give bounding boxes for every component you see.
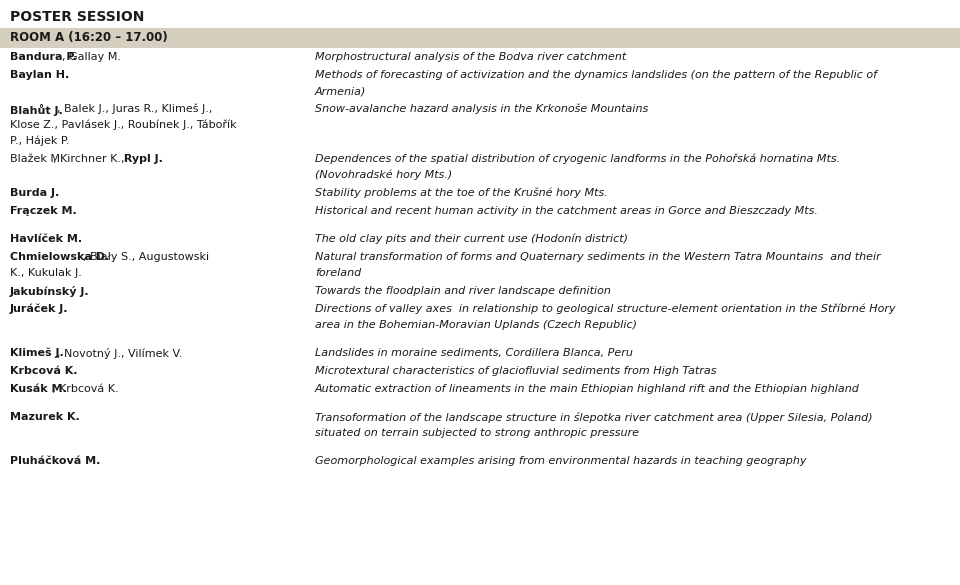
Text: Bandura P.: Bandura P. <box>10 52 77 62</box>
Text: area in the Bohemian-Moravian Uplands (Czech Republic): area in the Bohemian-Moravian Uplands (C… <box>315 320 637 330</box>
Text: Natural transformation of forms and Quaternary sediments in the Western Tatra Mo: Natural transformation of forms and Quat… <box>315 252 880 262</box>
Text: , Novotný J., Vilímek V.: , Novotný J., Vilímek V. <box>57 348 182 359</box>
Text: Armenia): Armenia) <box>315 86 367 96</box>
Text: Frączek M.: Frączek M. <box>10 206 77 216</box>
Text: (Novohradské hory Mts.): (Novohradské hory Mts.) <box>315 170 452 181</box>
Text: Geomorphological examples arising from environmental hazards in teaching geograp: Geomorphological examples arising from e… <box>315 456 806 466</box>
Text: Morphostructural analysis of the Bodva river catchment: Morphostructural analysis of the Bodva r… <box>315 52 626 62</box>
Text: , Krbcová K.: , Krbcová K. <box>52 384 118 394</box>
Text: Blahůt J.: Blahůt J. <box>10 104 62 116</box>
Text: Landslides in moraine sediments, Cordillera Blanca, Peru: Landslides in moraine sediments, Cordill… <box>315 348 633 358</box>
Text: Havlíček M.: Havlíček M. <box>10 234 83 244</box>
Text: Blažek M.: Blažek M. <box>10 154 63 164</box>
Text: Directions of valley axes  in relationship to geological structure-element orien: Directions of valley axes in relationshi… <box>315 304 896 315</box>
Text: Krbcová K.: Krbcová K. <box>10 366 78 376</box>
Text: Kusák M.: Kusák M. <box>10 384 67 394</box>
Text: Mazurek K.: Mazurek K. <box>10 412 80 422</box>
Text: Juráček J.: Juráček J. <box>10 304 68 315</box>
Bar <box>0 28 960 48</box>
Text: K., Kukulak J.: K., Kukulak J. <box>10 268 82 278</box>
Text: Towards the floodplain and river landscape definition: Towards the floodplain and river landsca… <box>315 286 611 296</box>
Text: POSTER SESSION: POSTER SESSION <box>10 10 144 24</box>
Text: Klose Z., Pavlásek J., Roubínek J., Tábořík: Klose Z., Pavlásek J., Roubínek J., Tábo… <box>10 120 236 130</box>
Text: Burda J.: Burda J. <box>10 188 60 198</box>
Text: Chmielowska D.: Chmielowska D. <box>10 252 109 262</box>
Text: Methods of forecasting of activization and the dynamics landslides (on the patte: Methods of forecasting of activization a… <box>315 70 877 80</box>
Text: , Balek J., Juras R., Klimeš J.,: , Balek J., Juras R., Klimeš J., <box>57 104 212 115</box>
Text: situated on terrain subjected to strong anthropic pressure: situated on terrain subjected to strong … <box>315 428 639 438</box>
Text: foreland: foreland <box>315 268 361 278</box>
Text: Snow-avalanche hazard analysis in the Krkonoše Mountains: Snow-avalanche hazard analysis in the Kr… <box>315 104 648 115</box>
Text: Dependences of the spatial distribution of cryogenic landforms in the Pohořská h: Dependences of the spatial distribution … <box>315 154 840 164</box>
Text: ROOM A (16:20 – 17.00): ROOM A (16:20 – 17.00) <box>10 32 168 44</box>
Text: , Biały S., Augustowski: , Biały S., Augustowski <box>83 252 209 262</box>
Text: Stability problems at the toe of the Krušné hory Mts.: Stability problems at the toe of the Kru… <box>315 188 608 198</box>
Text: Microtextural characteristics of glaciofluvial sediments from High Tatras: Microtextural characteristics of glaciof… <box>315 366 716 376</box>
Text: Historical and recent human activity in the catchment areas in Gorce and Bieszcz: Historical and recent human activity in … <box>315 206 818 216</box>
Text: Jakubínský J.: Jakubínský J. <box>10 286 89 297</box>
Text: P., Hájek P.: P., Hájek P. <box>10 136 69 146</box>
Text: Transoformation of the landscape structure in ślepotka river catchment area (Upp: Transoformation of the landscape structu… <box>315 412 873 423</box>
Text: , Kirchner K.,: , Kirchner K., <box>53 154 125 164</box>
Text: , Gallay M.: , Gallay M. <box>62 52 121 62</box>
Text: Klimeš J.: Klimeš J. <box>10 348 63 359</box>
Text: The old clay pits and their current use (Hodonín district): The old clay pits and their current use … <box>315 234 628 245</box>
Text: Pluháčková M.: Pluháčková M. <box>10 456 101 466</box>
Text: Baylan H.: Baylan H. <box>10 70 69 80</box>
Text: Rypl J.: Rypl J. <box>120 154 163 164</box>
Text: Automatic extraction of lineaments in the main Ethiopian highland rift and the E: Automatic extraction of lineaments in th… <box>315 384 860 394</box>
